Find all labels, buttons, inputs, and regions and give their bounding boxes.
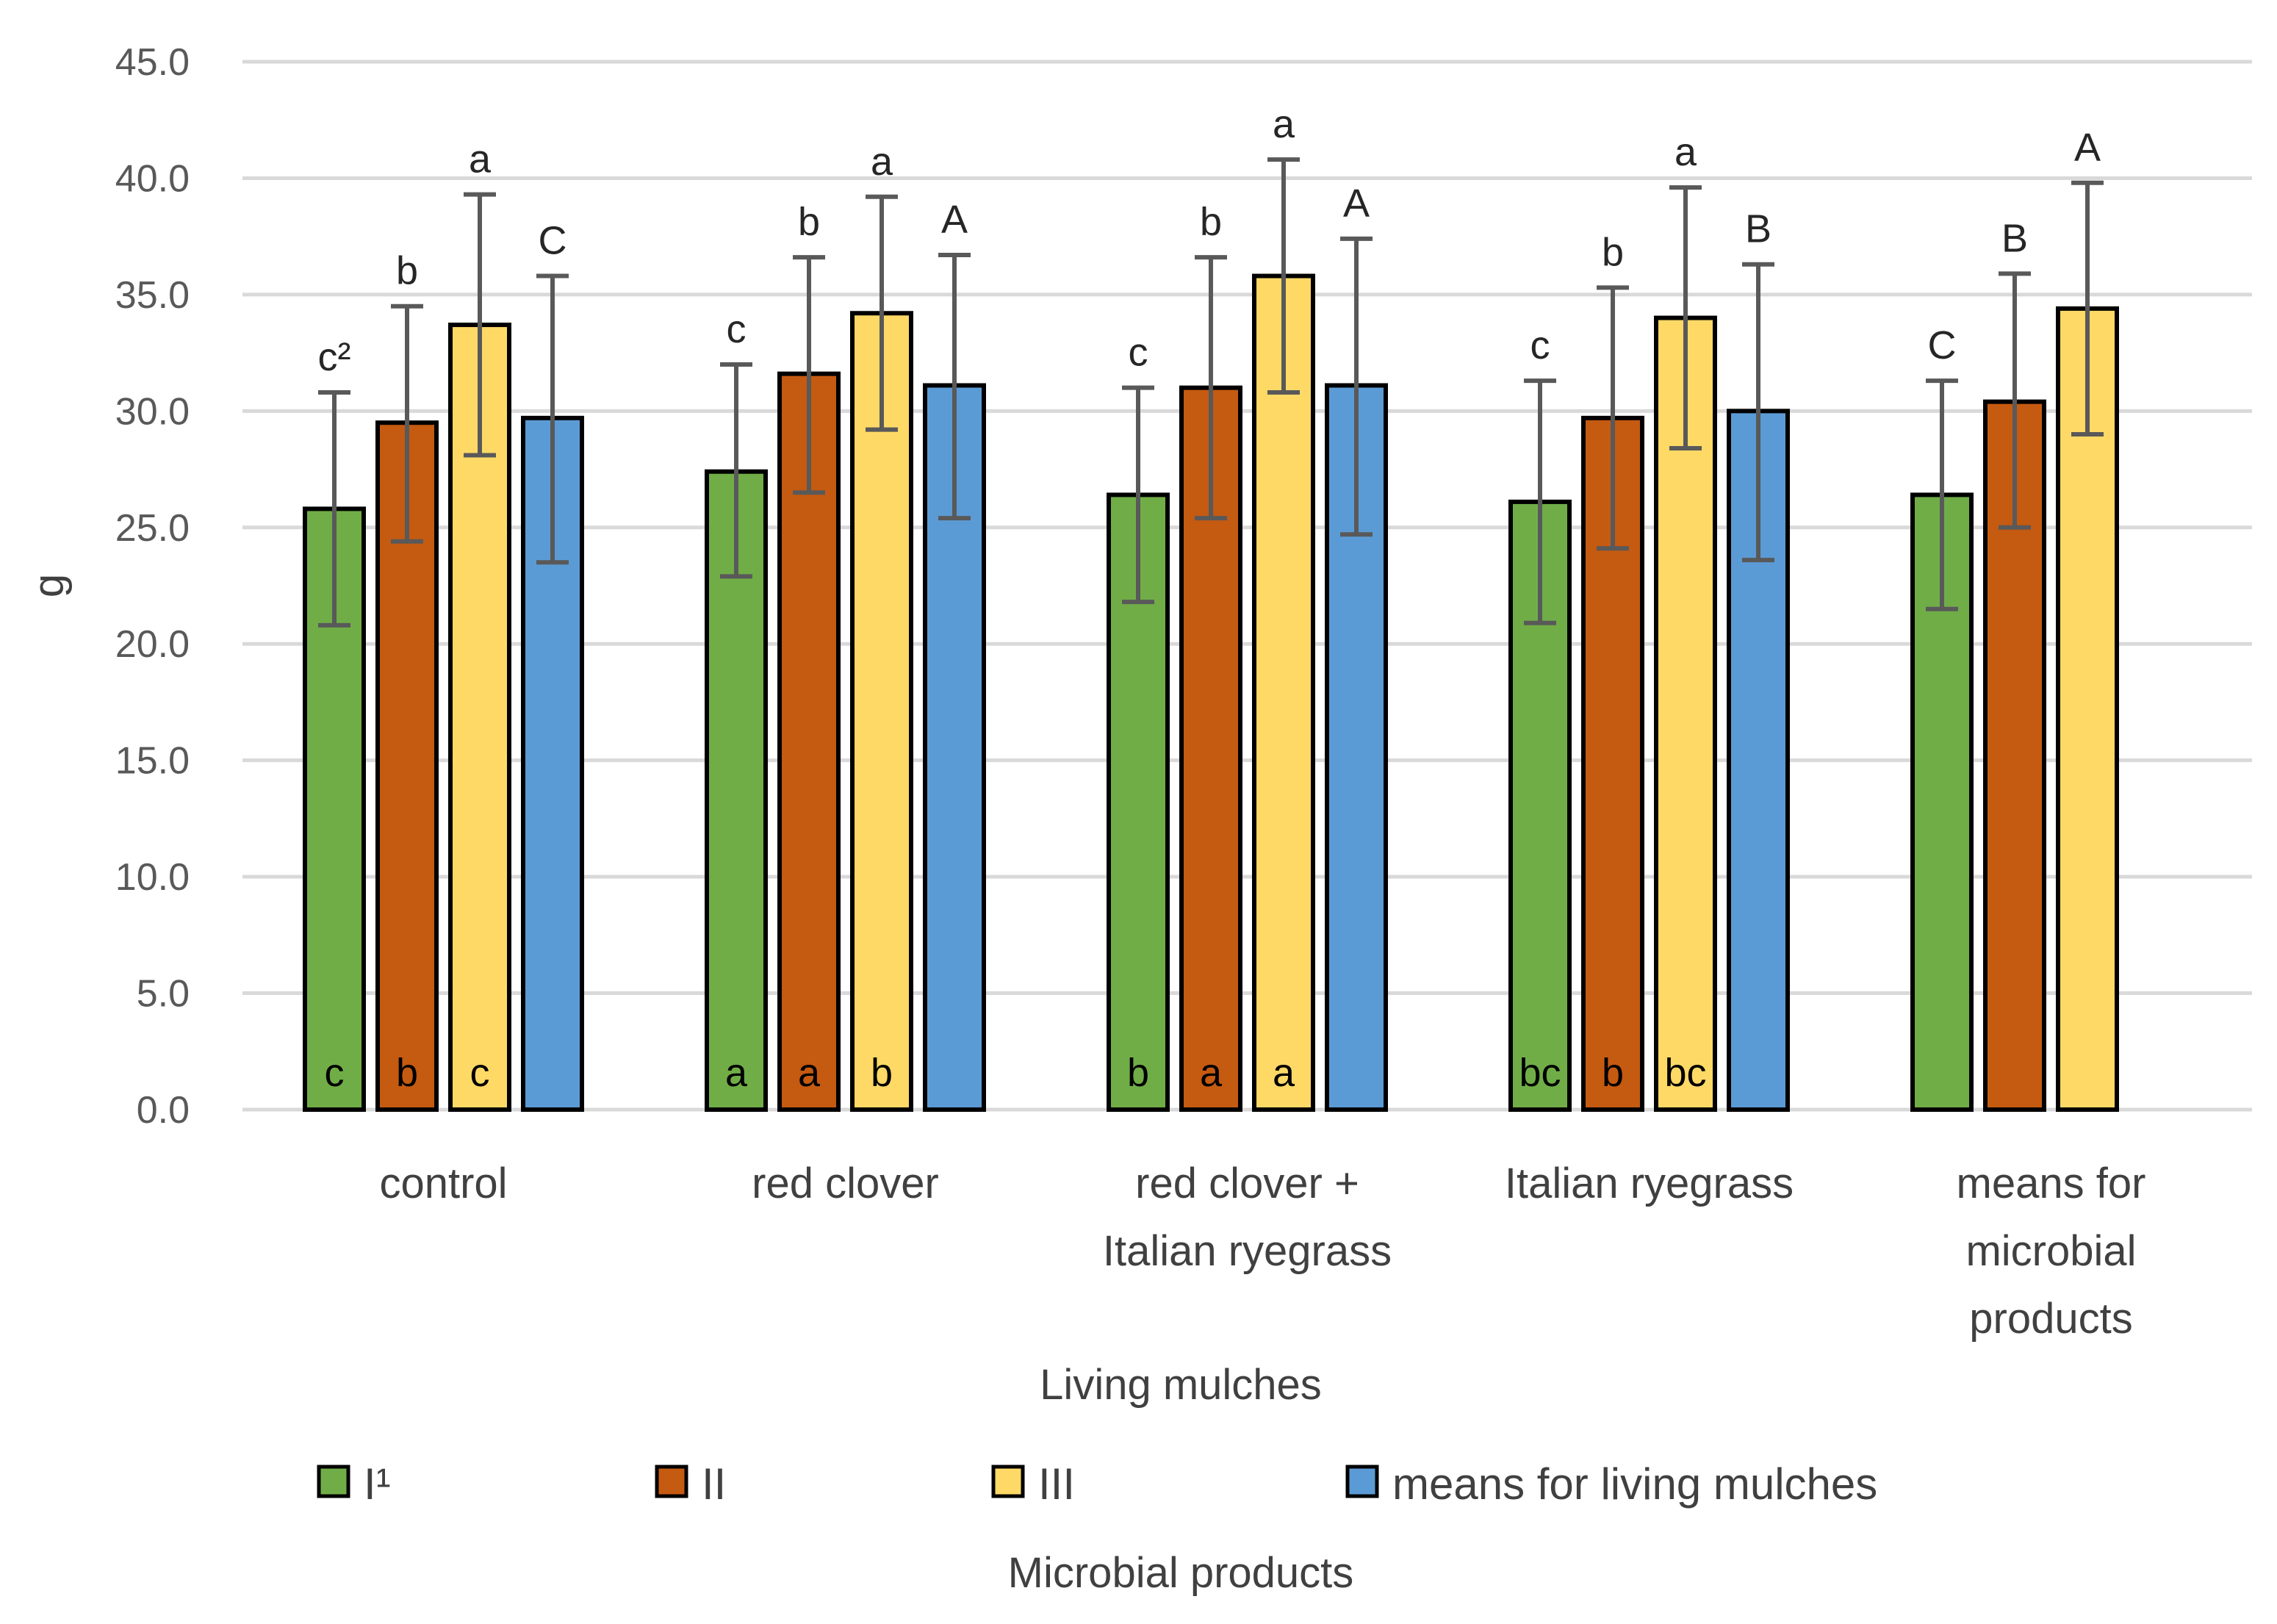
legend-swatch [1345,1465,1379,1498]
y-tick-label: 25.0 [115,507,190,550]
x-category-label-line: red clover + [1135,1160,1359,1207]
significance-label: A [1343,182,1370,226]
significance-label: c² [318,335,351,379]
legend-label: I¹ [364,1459,391,1509]
bar [1252,273,1315,1113]
y-tick-label: 5.0 [137,973,190,1016]
x-category-label-line: microbial [1965,1227,2136,1275]
legend-label: II [702,1459,726,1509]
inbar-significance-label: bc [1664,1051,1706,1095]
y-tick-label: 35.0 [115,274,190,317]
legend-label: means for living mulches [1392,1459,1877,1509]
significance-label: b [396,249,418,293]
x-category-label-line: Italian ryegrass [1505,1160,1794,1207]
y-tick-label: 15.0 [115,740,190,783]
significance-label: C [539,219,567,263]
y-tick-label: 45.0 [115,41,190,84]
significance-label: a [1675,130,1697,174]
y-tick-label: 10.0 [115,856,190,899]
x-category-label: red clover [752,1160,939,1207]
significance-label: c [1530,323,1550,367]
significance-label: b [1602,230,1624,274]
significance-label: c [727,307,747,351]
inbar-significance-label: b [1127,1051,1149,1095]
x-category-label: red clover + Italian ryegrass [1103,1160,1392,1275]
x-axis-title: Living mulches [1040,1361,1322,1409]
legend-swatch [317,1465,350,1498]
inbar-significance-label: bc [1519,1051,1561,1095]
significance-label: A [2074,126,2101,170]
inbar-significance-label: a [1200,1051,1223,1095]
inbar-significance-label: c [325,1051,345,1095]
legend-swatch [655,1465,688,1498]
inbar-significance-label: c [470,1051,490,1095]
x-category-label-line: control [379,1160,507,1207]
bar [448,323,511,1112]
inbar-significance-label: a [798,1051,821,1095]
significance-label: a [1273,102,1295,146]
y-tick-label: 20.0 [115,623,190,666]
x-category-label: control [379,1160,507,1207]
x-category-label-line: means for [1957,1160,2146,1207]
y-tick-label: 30.0 [115,390,190,433]
bar [1983,399,2046,1112]
significance-label: B [2001,216,2028,260]
x-category-label-line: Italian ryegrass [1103,1227,1392,1275]
legend-swatch [991,1465,1025,1498]
y-tick-label: 0.0 [137,1089,190,1132]
significance-label: a [469,137,492,182]
y-axis-title: g [25,574,73,597]
bar [850,311,913,1112]
x-category-label: Italian ryegrass [1505,1160,1794,1207]
significance-label: a [871,140,893,184]
significance-label: b [798,200,820,244]
inbar-significance-label: b [396,1051,418,1095]
significance-label: C [1928,323,1957,367]
x-category-label: means for microbial products [1957,1160,2146,1343]
significance-label: A [941,198,968,242]
legend-title: Microbial products [1008,1549,1354,1597]
inbar-significance-label: b [1602,1051,1624,1095]
legend-label: III [1038,1459,1075,1509]
x-category-label-line: red clover [752,1160,939,1207]
significance-label: b [1200,200,1222,244]
significance-label: B [1745,207,1771,251]
significance-label: c [1129,331,1148,375]
inbar-significance-label: b [871,1051,893,1095]
inbar-significance-label: a [1273,1051,1295,1095]
y-tick-label: 40.0 [115,157,190,200]
inbar-significance-label: a [725,1051,748,1095]
x-category-label-line: products [1969,1295,2132,1343]
